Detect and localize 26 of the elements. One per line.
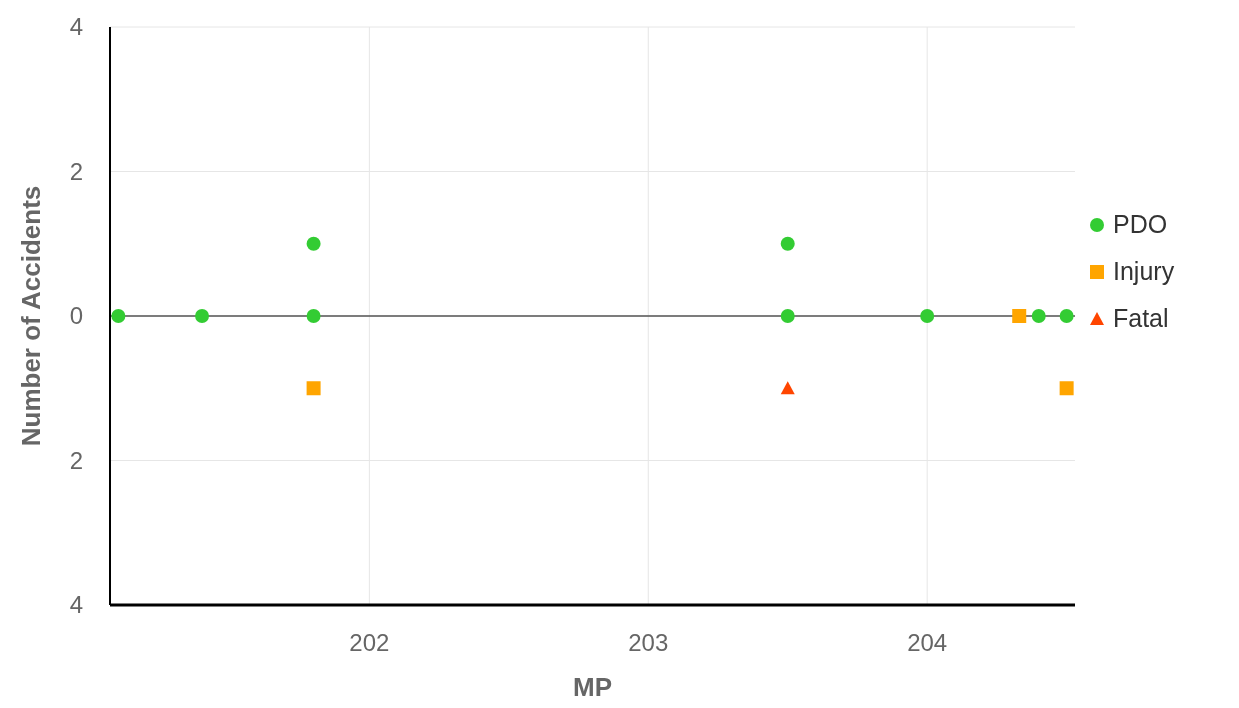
x-axis-title: MP [573,672,612,702]
y-tick-label: 4 [69,591,83,618]
x-tick-label: 202 [349,629,390,656]
point [1031,309,1046,323]
y-tick-label: 4 [69,13,83,40]
y-tick-label: 0 [69,302,83,329]
y-tick-label: 2 [69,446,83,474]
legend-label: Fatal [1113,304,1169,332]
y-tick-label: 2 [69,157,83,185]
point [780,381,795,395]
point [306,381,321,396]
y-axis-title: Number of Accidents [16,185,46,447]
point [306,236,321,251]
point [1059,381,1074,396]
point [1012,309,1027,323]
point [1059,309,1074,323]
x-tick-label: 203 [628,629,669,656]
legend-label: Injury [1113,257,1175,285]
point [920,309,935,323]
point [306,309,321,323]
point [195,309,210,323]
legend-label: PDO [1113,210,1168,238]
point [780,236,795,251]
point [111,309,126,323]
point [780,309,795,323]
x-tick-label: 204 [907,629,948,656]
